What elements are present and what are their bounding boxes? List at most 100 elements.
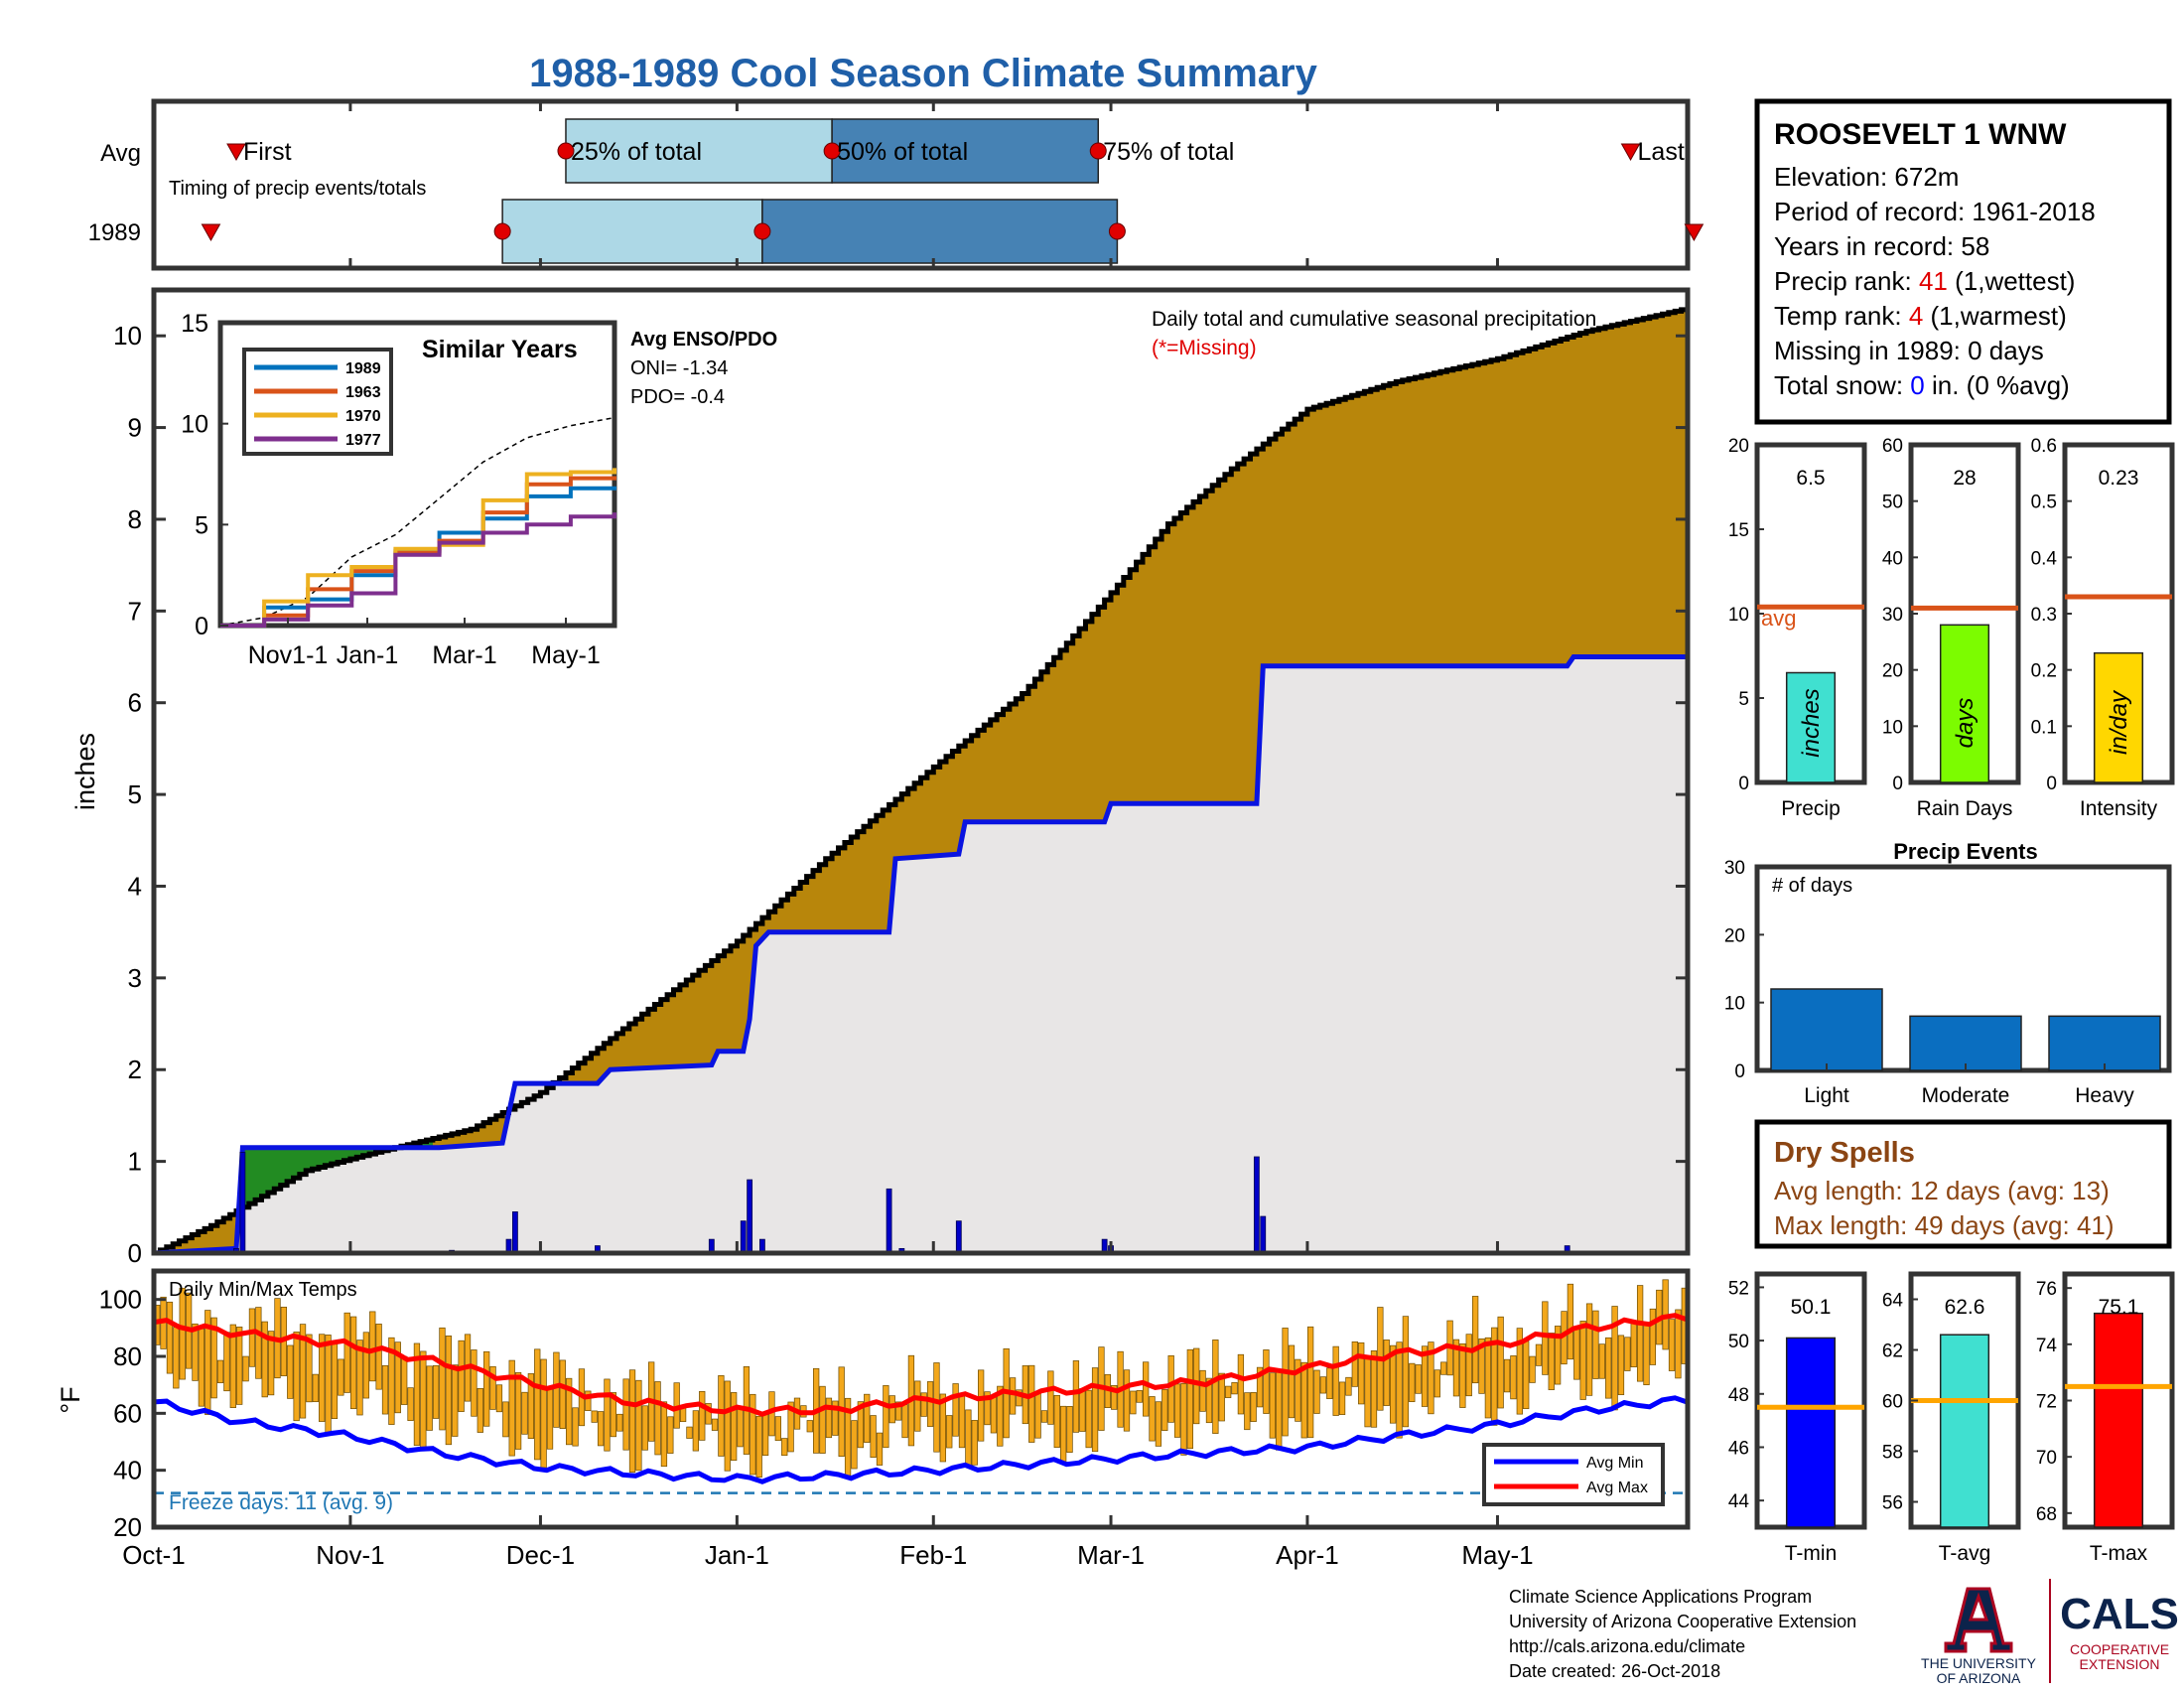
daily-temp-bar	[857, 1401, 864, 1449]
timing-q25-label: 25% of total	[571, 138, 702, 166]
daily-temp-bar	[192, 1323, 199, 1381]
daily-precip-bar	[747, 1179, 753, 1254]
daily-temp-bar	[1256, 1366, 1264, 1408]
daily-temp-bar	[1072, 1360, 1080, 1433]
precip-avg-label: avg	[1761, 606, 1796, 631]
daily-temp-bar	[914, 1380, 921, 1432]
station-name: ROOSEVELT 1 WNW	[1774, 118, 2067, 151]
events-bar-moderate	[1909, 1015, 2022, 1071]
temp-stat-panel-2-y-tick-label: 72	[2036, 1392, 2057, 1413]
daily-temp-bar	[375, 1324, 382, 1390]
daily-temp-bar	[1224, 1385, 1232, 1398]
total-snow: Total snow: 0 in. (0 %avg)	[1774, 370, 2070, 400]
daily-temp-bar	[420, 1350, 427, 1450]
daily-temp-bar	[1471, 1296, 1479, 1384]
daily-temp-bar	[781, 1438, 788, 1457]
temp-stat-panel-2-label: T-max	[2090, 1542, 2148, 1565]
temp-rank-suffix: (1,warmest)	[1923, 301, 2066, 331]
cals-logo-text: CALS	[2060, 1590, 2179, 1638]
stat-panel-0-y-tick-label: 5	[1738, 689, 1749, 710]
temp-stat-panel-1-value: 62.6	[1945, 1296, 1985, 1319]
stat-panel-0-label: Precip	[1781, 797, 1841, 820]
daily-temp-bar	[1675, 1309, 1682, 1379]
temp-stat-panel-1-label: T-avg	[1939, 1542, 1991, 1565]
timing-1989-last-marker-icon	[1684, 223, 1705, 242]
elevation: Elevation: 672m	[1774, 162, 1959, 192]
daily-temp-bar	[534, 1348, 541, 1461]
temperature-legend: Avg Min Avg Max	[1482, 1443, 1665, 1506]
temperature-caption: Daily Min/Max Temps	[169, 1279, 357, 1301]
ua-a-mark-icon	[1944, 1587, 2013, 1653]
daily-temp-bar	[1313, 1369, 1320, 1414]
total-snow-suffix: in. (0 %avg)	[1925, 370, 2070, 400]
footer-university: University of Arizona Cooperative Extens…	[1509, 1612, 1856, 1631]
daily-temp-bar	[1326, 1367, 1333, 1399]
daily-temp-bar	[819, 1385, 826, 1454]
precip-panel-frame	[151, 287, 1691, 1256]
years-in-record: Years in record: 58	[1774, 231, 1989, 261]
daily-temp-bar	[933, 1362, 940, 1453]
daily-temp-bar	[755, 1415, 762, 1479]
precip-events-title: Precip Events	[1893, 839, 2038, 864]
daily-temp-bar	[1428, 1341, 1434, 1415]
precip-rank-value: 41	[1919, 266, 1948, 296]
temp-stat-panel-1-bar	[1939, 1334, 1990, 1528]
chart-title: 1988-1989 Cool Season Climate Summary	[529, 52, 1317, 95]
daily-temp-bar	[990, 1395, 998, 1434]
daily-precip-bar	[955, 1220, 962, 1254]
legend-avg-min-label: Avg Min	[1586, 1455, 1644, 1472]
stat-panel-1-y-tick-label: 60	[1882, 436, 1903, 457]
avg-min-line	[153, 1395, 1689, 1484]
events-category-label: Heavy	[2075, 1084, 2134, 1107]
daily-temp-bar	[1212, 1340, 1219, 1434]
daily-temp-bar	[338, 1358, 344, 1396]
precip-avg-cumulative-area	[154, 656, 1688, 1253]
daily-temp-bar	[952, 1383, 959, 1437]
timing-row-label-avg: Avg	[100, 140, 141, 167]
daily-temp-bar	[1465, 1334, 1472, 1397]
daily-temp-bar	[1053, 1394, 1060, 1449]
ua-logo-text-1: THE UNIVERSITY	[1921, 1655, 2037, 1671]
daily-temp-bar	[388, 1337, 395, 1425]
temp-y-tick-label: 40	[113, 1456, 142, 1485]
daily-temp-bar	[718, 1374, 725, 1457]
daily-temp-bar	[1167, 1354, 1174, 1423]
daily-temp-bar	[978, 1369, 985, 1442]
timing-avg-box-q25-q50	[565, 118, 833, 184]
temp-stat-panel-0-y-tick-label: 46	[1728, 1438, 1749, 1459]
daily-temp-bar	[1123, 1369, 1131, 1432]
temperature-stat-panels: 50.1 44 46 48 50 52 T-min 62.6 56 58 60 62 64 T-avg 75…	[1728, 1271, 2175, 1565]
precip-stat-panels: 6.5 0 5 10 15 20 inches Precip 28 0 10 20 30 40 50 60 da…	[1728, 436, 2175, 820]
daily-temp-bar	[1205, 1377, 1213, 1424]
daily-temp-bar	[1643, 1324, 1650, 1386]
daily-temp-bar	[439, 1327, 446, 1431]
daily-temp-bar	[1149, 1396, 1156, 1442]
inset-series-line-1977	[220, 512, 616, 628]
daily-temp-bar	[1440, 1361, 1447, 1375]
daily-temp-bar	[413, 1342, 421, 1446]
temp-stat-panel-1-y-tick-label: 64	[1882, 1291, 1904, 1312]
dry-spells-avg-length: Avg length: 12 days (avg: 13)	[1774, 1176, 2110, 1205]
daily-temp-bar	[546, 1388, 554, 1450]
daily-temp-bar	[553, 1351, 560, 1428]
inset-y-tick-label: 10	[181, 411, 208, 439]
daily-temp-bar	[293, 1332, 300, 1422]
ua-logo-text-2: OF ARIZONA	[1937, 1670, 2021, 1686]
daily-temp-bar	[591, 1410, 598, 1423]
daily-temp-bar	[1503, 1358, 1511, 1393]
daily-temp-bar	[1605, 1337, 1612, 1399]
stat-panel-0-bar	[1785, 671, 1837, 783]
daily-temp-bar	[521, 1391, 528, 1435]
temp-y-tick-label: 20	[113, 1512, 142, 1542]
daily-temp-bar	[1598, 1343, 1605, 1379]
daily-temp-bar	[1155, 1401, 1162, 1447]
daily-precip-bar	[239, 1151, 246, 1254]
daily-temp-bar	[1282, 1328, 1289, 1437]
daily-temp-bar	[401, 1355, 408, 1405]
daily-temp-bar	[1478, 1338, 1485, 1394]
daily-temp-bar	[1484, 1337, 1492, 1419]
daily-temp-bar	[1529, 1355, 1536, 1383]
daily-temp-bar	[1288, 1344, 1296, 1419]
daily-temp-bar	[610, 1392, 617, 1438]
